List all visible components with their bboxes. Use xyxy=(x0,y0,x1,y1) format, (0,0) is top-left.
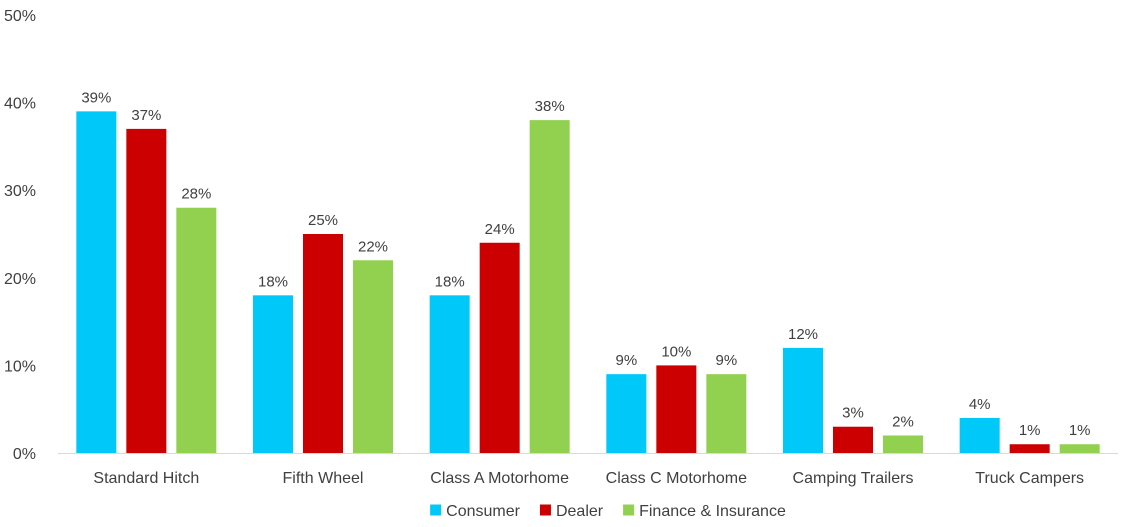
bar xyxy=(656,365,697,453)
data-label: 22% xyxy=(358,238,388,255)
data-label: 3% xyxy=(842,405,864,422)
data-label: 1% xyxy=(1019,422,1041,439)
legend-label: Dealer xyxy=(556,503,604,520)
y-tick-label: 10% xyxy=(4,358,36,375)
bar xyxy=(353,260,393,453)
bar xyxy=(883,435,923,453)
bar xyxy=(529,120,570,454)
x-tick-label: Camping Trailers xyxy=(793,470,914,487)
y-tick-label: 40% xyxy=(4,96,36,113)
bar xyxy=(176,207,217,453)
x-tick-label: Class C Motorhome xyxy=(606,470,747,487)
bar xyxy=(303,234,343,453)
bar xyxy=(833,426,873,453)
data-label: 37% xyxy=(131,107,161,124)
bar xyxy=(76,111,117,454)
data-label: 4% xyxy=(969,396,991,413)
data-label: 25% xyxy=(308,212,338,229)
bar xyxy=(606,374,647,453)
data-label: 9% xyxy=(615,352,637,369)
data-label: 10% xyxy=(661,343,691,360)
data-labels: 39% 37% 28% 18% 25% 22% 18% 24% 38% 9% 10% 9% 12% 3% 2… xyxy=(81,89,1090,439)
legend-label: Finance & Insurance xyxy=(639,503,786,520)
data-label: 38% xyxy=(535,98,565,115)
bar xyxy=(253,295,293,453)
data-label: 1% xyxy=(1069,422,1091,439)
x-tick-label: Truck Campers xyxy=(975,470,1084,487)
x-tick-label: Standard Hitch xyxy=(93,470,199,487)
y-tick-label: 30% xyxy=(4,183,36,200)
x-axis: Standard Hitch Fifth Wheel Class A Motorho… xyxy=(93,470,1084,487)
bar xyxy=(479,242,520,453)
y-tick-label: 20% xyxy=(4,271,36,288)
bar xyxy=(429,295,470,453)
x-tick-label: Class A Motorhome xyxy=(430,470,569,487)
legend-swatch xyxy=(539,504,551,516)
legend: Consumer Dealer Finance & Insurance xyxy=(430,503,786,520)
data-label: 28% xyxy=(181,186,211,203)
legend-item: Consumer xyxy=(430,503,521,520)
legend-swatch xyxy=(623,504,635,516)
data-label: 18% xyxy=(258,273,288,290)
bar xyxy=(126,128,167,453)
bar xyxy=(959,417,1000,453)
legend-label: Consumer xyxy=(446,503,520,520)
y-tick-label: 0% xyxy=(13,446,36,463)
legend-item: Dealer xyxy=(539,503,604,520)
data-label: 2% xyxy=(892,413,914,430)
y-tick-label: 50% xyxy=(4,8,36,25)
data-label: 9% xyxy=(715,352,737,369)
data-label: 39% xyxy=(81,89,111,106)
bar xyxy=(706,374,747,453)
legend-swatch xyxy=(430,504,442,516)
bars xyxy=(76,111,1100,454)
legend-item: Finance & Insurance xyxy=(623,503,786,520)
bar xyxy=(1009,444,1050,453)
data-label: 18% xyxy=(435,273,465,290)
bar xyxy=(1059,444,1100,453)
data-label: 24% xyxy=(485,221,515,238)
data-label: 12% xyxy=(788,326,818,343)
x-tick-label: Fifth Wheel xyxy=(283,470,364,487)
y-axis: 0% 10% 20% 30% 40% 50% xyxy=(4,8,36,463)
bar xyxy=(783,347,823,453)
